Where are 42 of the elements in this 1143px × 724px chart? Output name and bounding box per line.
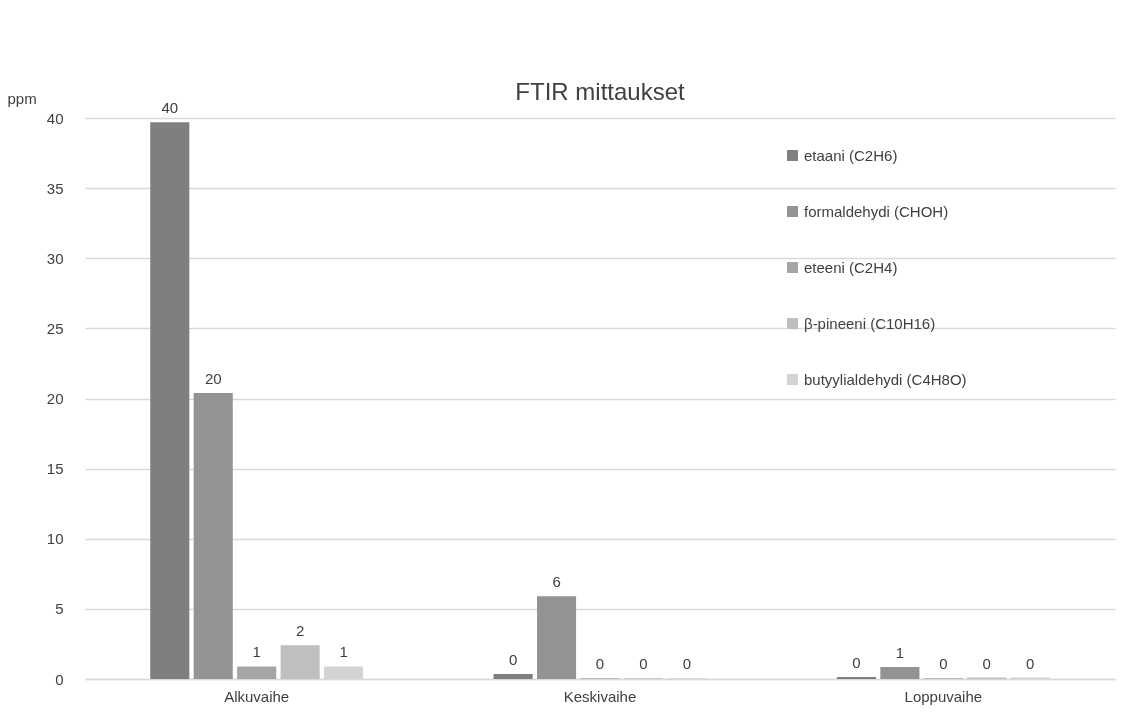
y-tick-label: 25: [46, 319, 64, 337]
y-tick-label: 5: [55, 600, 64, 618]
y-tick-label: 20: [46, 390, 64, 407]
legend-label: eteeni (C2H4): [804, 258, 898, 276]
data-label: 6: [552, 573, 561, 591]
data-label: 0: [595, 655, 605, 673]
data-label: 0: [852, 653, 861, 671]
data-label: 20: [204, 369, 222, 387]
x-tick-label: Keskivaihe: [563, 687, 637, 705]
y-tick-label: 30: [46, 249, 64, 267]
bar: [193, 392, 233, 679]
bar: [237, 666, 277, 679]
data-label: 0: [682, 655, 692, 673]
y-axis-title: ppm: [7, 89, 37, 107]
data-label: 1: [252, 643, 261, 661]
y-tick-label: 40: [46, 109, 64, 127]
x-tick-label: Loppuvaihe: [904, 687, 983, 705]
legend-label: butyylialdehydi (C4H8O): [804, 370, 967, 388]
legend-label: etaani (C2H6): [804, 146, 898, 164]
legend-label: β-pineeni (C10H16): [804, 314, 936, 332]
bar: [150, 122, 190, 679]
data-label: 0: [508, 651, 518, 669]
data-label: 1: [895, 644, 905, 662]
y-tick-label: 35: [46, 179, 64, 197]
data-label: 0: [982, 654, 991, 672]
bar: [280, 645, 320, 679]
data-label: 40: [161, 99, 179, 117]
data-label: 0: [939, 655, 948, 673]
bar: [493, 674, 533, 679]
y-tick-label: 0: [55, 670, 64, 688]
data-label: 1: [339, 643, 348, 661]
data-label: 0: [639, 655, 648, 673]
bar: [836, 676, 876, 679]
y-tick-label: 15: [46, 460, 64, 478]
data-label: 0: [1026, 654, 1035, 672]
x-tick-label: Alkuvaihe: [224, 687, 290, 705]
legend-label: formaldehydi (CHOH): [804, 202, 949, 220]
bar: [537, 596, 577, 679]
y-tick-label: 10: [46, 530, 64, 548]
data-label: 2: [295, 622, 305, 640]
chart-title: FTIR mittaukset: [515, 78, 686, 105]
bar: [880, 667, 920, 679]
